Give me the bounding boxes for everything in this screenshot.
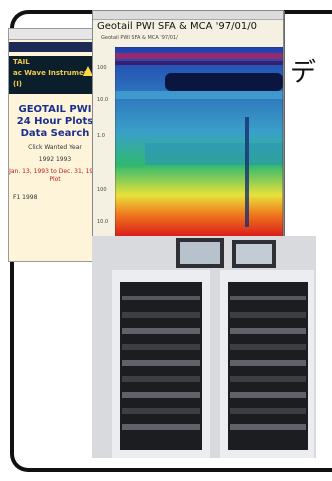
year-links[interactable]: 1992 1993 xyxy=(38,156,72,163)
pointer-icon xyxy=(83,66,93,76)
plot-window: Geotail PWI SFA & MCA '97/01/0 Geotail P… xyxy=(92,10,284,237)
site-title: GEOTAIL PWI 24 Hour Plots Data Search xyxy=(9,104,101,140)
y-tick: 10.0 xyxy=(97,219,109,225)
plot-title: Geotail PWI SFA & MCA '97/01/0 xyxy=(97,21,257,32)
nav-strip xyxy=(9,42,101,52)
y-tick: 100 xyxy=(97,187,107,193)
plot-subtitle: Geotail PWI SFA & MCA '97/01/ xyxy=(101,35,178,41)
y-tick: 100 xyxy=(97,65,107,71)
server-rack-photo xyxy=(92,236,316,458)
plot-y-ticks: 100 10.0 1.0 100 10.0 xyxy=(95,47,115,236)
page-heading: デ xyxy=(290,58,318,88)
server-racks-image xyxy=(92,236,316,458)
banner-line: TAIL xyxy=(13,58,30,66)
title-line[interactable]: Data Search xyxy=(20,128,90,139)
title-line[interactable]: 24 Hour Plots xyxy=(16,116,94,127)
web-page-screenshot: TAIL ac Wave Instrumen (I) GEOTAIL PWI 2… xyxy=(8,28,102,262)
browser-toolbar xyxy=(9,29,101,40)
date-range[interactable]: Jan. 13, 1993 to Dec. 31, 1995 Plot xyxy=(9,168,101,184)
y-tick: 1.0 xyxy=(97,133,105,139)
y-tick: 10.0 xyxy=(97,97,109,103)
footer-text: F1 1998 xyxy=(13,194,38,201)
title-line: GEOTAIL PWI xyxy=(18,104,92,115)
banner-line: (I) xyxy=(13,80,23,88)
banner-line: ac Wave Instrumen xyxy=(13,69,89,77)
site-banner: TAIL ac Wave Instrumen (I) xyxy=(9,56,101,94)
date-range-line: Jan. 13, 1993 to Dec. 31, 1995 xyxy=(9,168,101,175)
spectrogram-image xyxy=(115,47,283,236)
year-caption: Click Wanted Year xyxy=(28,144,82,151)
date-range-line: Plot xyxy=(49,176,61,183)
window-menubar[interactable] xyxy=(93,11,283,20)
